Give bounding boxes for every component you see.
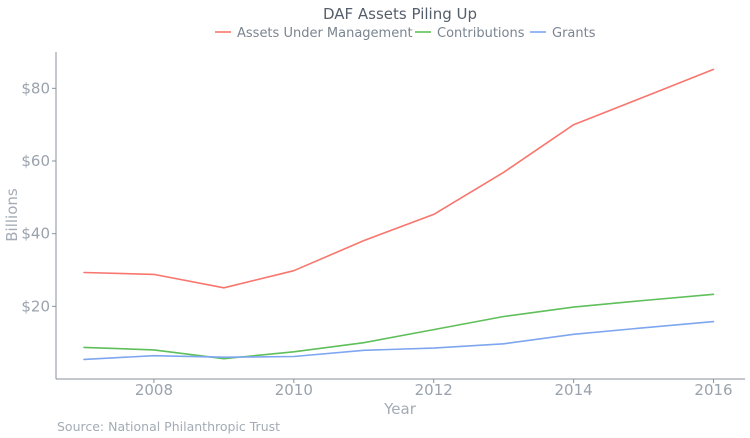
- x-tick-label: 2010: [275, 381, 313, 399]
- x-tick-label: 2016: [694, 381, 732, 399]
- legend-label-contributions: Contributions: [437, 26, 525, 41]
- chart-title: DAF Assets Piling Up: [323, 5, 477, 23]
- y-tick-label: $60: [21, 152, 50, 170]
- x-tick-label: 2008: [135, 381, 173, 399]
- y-tick-label: $40: [21, 225, 50, 243]
- series-group: [83, 68, 715, 361]
- series-line-contributions: [83, 293, 715, 360]
- y-axis-ticks: $20 $40 $60 $80: [21, 79, 56, 315]
- x-tick-label: 2012: [415, 381, 453, 399]
- y-tick-label: $80: [21, 79, 50, 97]
- source-note: Source: National Philanthropic Trust: [57, 419, 280, 434]
- series-line-grants: [83, 320, 715, 361]
- series-line-assets-under-management: [83, 68, 715, 289]
- y-axis-label: Billions: [3, 188, 21, 242]
- x-axis-ticks: 2008 2010 2012 2014 2016: [135, 379, 733, 399]
- x-axis-label: Year: [383, 400, 417, 418]
- y-tick-label: $20: [21, 297, 50, 315]
- legend: Assets Under Management Contributions Gran…: [215, 26, 596, 41]
- legend-label-assets-under-management: Assets Under Management: [237, 26, 413, 41]
- x-tick-label: 2014: [555, 381, 593, 399]
- legend-label-grants: Grants: [552, 26, 596, 41]
